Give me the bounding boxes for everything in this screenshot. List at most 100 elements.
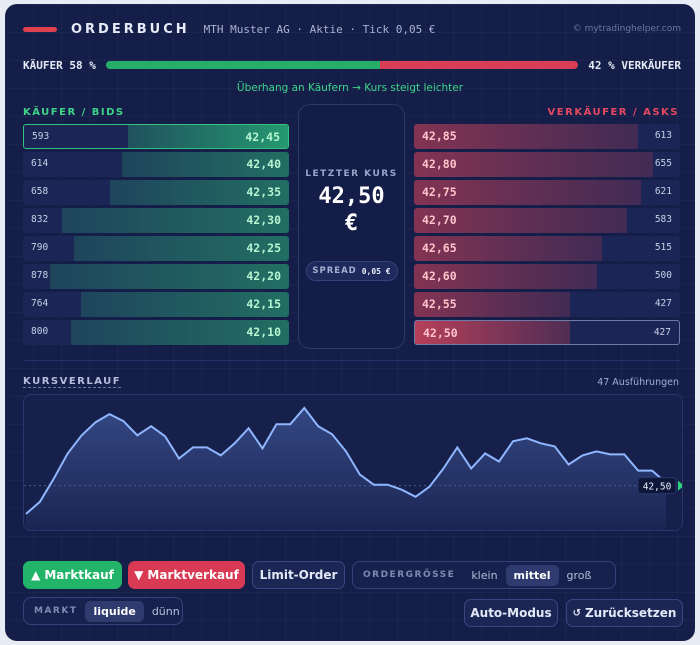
asks-title: VERKÄUFER / ASKS	[547, 107, 679, 118]
last-price-tag	[637, 477, 677, 495]
depth-bar	[414, 180, 641, 205]
row-quantity: 593	[32, 131, 50, 142]
bid-row[interactable]: 764 42,15	[23, 292, 289, 317]
ask-row[interactable]: 427 42,55	[414, 292, 680, 317]
row-price: 42,50	[423, 326, 458, 340]
asks-list: 613 42,85 655 42,80 621 42,75 583 42,70 515 42,65…	[414, 124, 680, 348]
order-size-selector: ORDERGRÖSSE klein mittel groß	[352, 561, 616, 589]
limit-order-button[interactable]: Limit-Order	[252, 561, 345, 589]
ask-row[interactable]: 655 42,80	[414, 152, 680, 177]
row-price: 42,10	[246, 325, 281, 339]
row-quantity: 614	[31, 158, 49, 169]
spread-label: SPREAD	[312, 266, 357, 276]
spread-badge: SPREAD 0,05 €	[305, 261, 398, 281]
row-price: 42,40	[246, 157, 281, 171]
bid-row[interactable]: 614 42,40	[23, 152, 289, 177]
bid-row[interactable]: 878 42,20	[23, 264, 289, 289]
last-price-number: 42,50	[318, 184, 385, 209]
bid-row[interactable]: 800 42,10	[23, 320, 289, 345]
market-type-label: MARKT	[34, 606, 78, 616]
row-quantity: 621	[654, 186, 672, 197]
bids-list: 593 42,45 614 42,40 658 42,35 832 42,30 790 42,25…	[23, 124, 289, 348]
bid-row[interactable]: 832 42,30	[23, 208, 289, 233]
trade-count: 47 Ausführungen	[597, 376, 679, 388]
row-quantity: 613	[654, 130, 672, 141]
row-price: 42,20	[246, 269, 281, 283]
depth-bar	[121, 152, 289, 177]
ratio-bar	[105, 61, 579, 69]
row-price: 42,35	[246, 185, 281, 199]
size-option[interactable]: mittel	[505, 564, 559, 586]
row-price: 42,85	[422, 129, 457, 143]
price-area	[26, 408, 666, 530]
row-quantity: 655	[654, 158, 672, 169]
row-price: 42,15	[246, 297, 281, 311]
buyer-seller-ratio: KÄUFER 58 % 42 % VERKÄUFER	[23, 56, 681, 74]
row-quantity: 790	[31, 242, 49, 253]
depth-bar	[414, 292, 571, 317]
ask-row[interactable]: 613 42,85	[414, 124, 680, 149]
last-price-label: LETZTER KURS	[305, 169, 398, 179]
row-price: 42,70	[422, 213, 457, 227]
row-quantity: 800	[31, 326, 49, 337]
depth-bar	[109, 180, 289, 205]
row-quantity: 764	[31, 298, 49, 309]
row-price: 42,60	[422, 269, 457, 283]
depth-bar	[414, 152, 654, 177]
market-sell-button[interactable]: ▼ Marktverkauf	[128, 561, 245, 589]
depth-bar	[80, 292, 289, 317]
depth-bar	[70, 320, 289, 345]
bid-row[interactable]: 593 42,45	[23, 124, 289, 149]
bid-row[interactable]: 658 42,35	[23, 180, 289, 205]
row-quantity: 832	[31, 214, 49, 225]
row-quantity: 583	[654, 214, 672, 225]
instrument-subtitle: MTH Muster AG · Aktie · Tick 0,05 €	[203, 22, 436, 36]
row-price: 42,45	[245, 130, 280, 144]
ask-row[interactable]: 500 42,60	[414, 264, 680, 289]
triangle-up-icon: ▲	[31, 568, 41, 582]
ask-row[interactable]: 583 42,70	[414, 208, 680, 233]
reset-button[interactable]: ↺ Zurücksetzen	[566, 599, 683, 627]
market-buy-button[interactable]: ▲ Marktkauf	[23, 561, 122, 589]
auto-mode-button[interactable]: Auto-Modus	[464, 599, 558, 627]
last-price-marker	[678, 480, 682, 491]
price-chart-svg: 42,50	[24, 406, 682, 530]
ask-row[interactable]: 621 42,75	[414, 180, 680, 205]
brand-copyright: © mytradinghelper.com	[572, 24, 681, 34]
chart-header: KURSVERLAUF 47 Ausführungen	[23, 374, 679, 390]
depth-bar	[62, 208, 289, 233]
depth-bar	[415, 321, 570, 344]
row-price: 42,30	[246, 213, 281, 227]
market-hint: Überhang an Käufern → Kurs steigt leicht…	[236, 82, 464, 94]
depth-bar	[414, 236, 603, 261]
last-price-tag-label: 42,50	[643, 482, 672, 493]
row-quantity: 427	[654, 298, 672, 309]
ask-row[interactable]: 427 42,50	[414, 320, 680, 345]
spread-value: 0,05 €	[361, 266, 391, 276]
row-quantity: 515	[654, 242, 672, 253]
market-option[interactable]: dünn	[151, 604, 180, 618]
bid-row[interactable]: 790 42,25	[23, 236, 289, 261]
market-type-selector: MARKT liquide dünn	[23, 597, 183, 625]
market-option[interactable]: liquide	[85, 600, 144, 622]
row-price: 42,80	[422, 157, 457, 171]
price-chart: 42,50	[23, 394, 683, 531]
orderbook-app: ORDERBUCH MTH Muster AG · Aktie · Tick 0…	[5, 4, 695, 641]
ask-row[interactable]: 515 42,65	[414, 236, 680, 261]
last-price-value: 42,50 €	[299, 183, 404, 237]
order-size-label: ORDERGRÖSSE	[363, 570, 456, 580]
depth-bar	[127, 125, 288, 148]
size-option[interactable]: groß	[566, 568, 592, 582]
size-option[interactable]: klein	[471, 568, 498, 582]
ratio-bar-buyers	[105, 61, 380, 69]
row-price: 42,65	[422, 241, 457, 255]
app-title: ORDERBUCH	[71, 21, 190, 37]
buyers-label: KÄUFER 58 %	[23, 58, 96, 72]
sellers-label: 42 % VERKÄUFER	[588, 58, 681, 72]
ratio-bar-sellers	[379, 61, 579, 69]
depth-bar	[414, 124, 639, 149]
order-controls: ▲ Marktkauf ▼ Marktverkauf Limit-Order O…	[23, 561, 681, 589]
section-divider	[23, 360, 681, 361]
depth-bar	[49, 264, 289, 289]
row-price: 42,55	[422, 297, 457, 311]
